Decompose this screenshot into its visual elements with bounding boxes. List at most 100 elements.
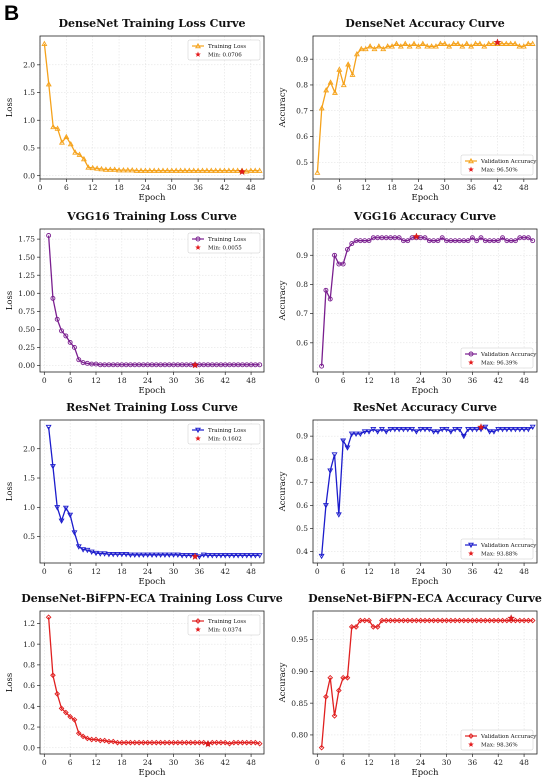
x-tick-label: 18 [117, 376, 127, 385]
data-point [430, 429, 437, 435]
series-validation-accuracy [314, 40, 536, 175]
legend-series-label: Validation Accuracy [480, 734, 537, 740]
x-tick-label: 36 [195, 567, 205, 576]
x-tick-label: 0 [38, 183, 43, 192]
best-value-star-icon [507, 614, 515, 622]
grid [40, 420, 264, 563]
data-point [512, 427, 519, 433]
legend-box [187, 614, 261, 636]
data-point [422, 427, 428, 433]
data-point [415, 43, 422, 49]
data-point [460, 617, 467, 624]
data-point [50, 123, 57, 130]
x-tick-label: 36 [193, 183, 203, 192]
data-point [465, 238, 471, 244]
axes-frame [39, 419, 265, 564]
data-point [460, 433, 467, 440]
x-tick-label: 30 [442, 567, 452, 576]
x-tick-label: 36 [468, 567, 478, 576]
data-point [358, 45, 365, 52]
legend: Training Loss Min: 0.0374 [187, 614, 261, 636]
x-axis-label: Epoch [139, 193, 167, 203]
legend: Validation Accuracy Max: 98.36% [460, 729, 537, 751]
data-point [80, 733, 86, 740]
data-point [525, 617, 532, 624]
data-point [525, 427, 532, 433]
data-point [230, 167, 237, 173]
data-point [205, 553, 211, 559]
x-axis-label: Epoch [139, 768, 167, 778]
data-point [482, 617, 489, 624]
data-point [58, 139, 65, 145]
data-point [404, 617, 411, 624]
data-point [348, 624, 355, 630]
data-point [72, 344, 77, 350]
data-point [256, 167, 263, 173]
data-point [174, 552, 181, 558]
data-point [58, 518, 65, 524]
data-point [63, 133, 70, 140]
data-point [370, 427, 377, 433]
data-point [327, 468, 334, 474]
data-point [318, 105, 325, 111]
y-axis-label: Accuracy [278, 471, 288, 512]
x-axis-label: Epoch [412, 768, 440, 778]
legend-marker [468, 351, 474, 357]
data-point [530, 238, 536, 244]
data-point [345, 246, 350, 252]
y-tick-label: 1.75 [18, 235, 35, 244]
data-point [331, 713, 338, 719]
data-point [54, 691, 61, 697]
data-point [448, 617, 454, 624]
grid [40, 611, 264, 754]
y-tick-label: 0.0 [23, 743, 35, 752]
data-point [177, 167, 184, 173]
data-point [235, 553, 242, 559]
x-tick-label: 6 [341, 376, 346, 385]
data-point [153, 552, 160, 558]
data-point [516, 617, 523, 624]
data-point [71, 716, 78, 723]
data-point [93, 550, 99, 557]
x-tick-label: 42 [493, 567, 503, 576]
data-point [430, 617, 437, 624]
x-tick-label: 30 [169, 376, 179, 385]
data-point [454, 40, 461, 46]
data-point [340, 438, 347, 444]
data-point [213, 739, 220, 746]
x-tick-label: 6 [68, 567, 73, 576]
data-point [495, 617, 502, 624]
data-point [452, 427, 459, 433]
x-tick-label: 24 [141, 183, 151, 192]
data-point [491, 617, 497, 624]
legend-marker [195, 236, 201, 242]
y-tick-label: 0.6 [296, 338, 308, 347]
x-tick-label: 18 [390, 758, 400, 767]
data-point [465, 617, 471, 624]
data-point [490, 40, 497, 46]
data-point [144, 552, 151, 558]
data-point [499, 617, 506, 624]
chart-2: DenseNet Accuracy Curve 0 6 12 18 24 30 36 42 48 0… [278, 17, 538, 203]
data-point [80, 547, 87, 553]
data-point [136, 552, 143, 558]
series-training-loss [45, 614, 263, 747]
data-point [405, 238, 411, 244]
legend-marker [195, 427, 201, 434]
data-point [361, 617, 368, 624]
data-point [503, 40, 510, 46]
legend-star-icon [195, 435, 201, 441]
legend-series-label: Training Loss [208, 44, 246, 50]
x-tick-label: 18 [117, 567, 127, 576]
data-point [478, 617, 484, 624]
chart-title: ResNet Accuracy Curve [353, 401, 497, 414]
data-point [75, 730, 82, 737]
data-point [67, 713, 73, 720]
data-point [50, 295, 56, 301]
data-point [252, 739, 259, 746]
legend-box [460, 347, 534, 369]
data-point [101, 737, 108, 744]
y-tick-label: 1.5 [23, 474, 35, 483]
y-tick-label: 0.7 [296, 106, 308, 115]
series-line [47, 617, 260, 745]
